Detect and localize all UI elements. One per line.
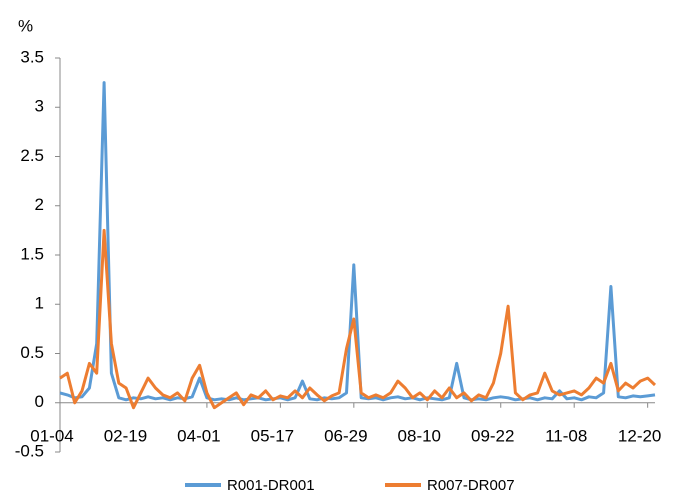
legend-label: R007-DR007 xyxy=(427,477,515,494)
series-line xyxy=(59,228,657,410)
x-tick-label: 09-22 xyxy=(471,426,514,445)
y-tick-label: 0 xyxy=(35,392,44,411)
y-tick-label: 2.5 xyxy=(20,146,44,165)
y-tick-label: 2 xyxy=(35,195,44,214)
y-axis-label: % xyxy=(18,16,33,35)
x-tick-label: 02-19 xyxy=(104,426,147,445)
legend-label: R001-DR001 xyxy=(227,477,315,494)
y-tick-label: 1 xyxy=(35,294,44,313)
series-line xyxy=(59,81,656,402)
y-tick-label: 3 xyxy=(35,97,44,116)
y-tick-label: -0.5 xyxy=(15,441,44,460)
x-tick-label: 06-29 xyxy=(324,426,367,445)
x-tick-label: 12-20 xyxy=(618,426,661,445)
y-tick-label: 0.5 xyxy=(20,343,44,362)
x-tick-label: 01-04 xyxy=(30,426,73,445)
x-tick-label: 05-17 xyxy=(251,426,294,445)
x-tick-label: 04-01 xyxy=(177,426,220,445)
x-tick-label: 08-10 xyxy=(398,426,441,445)
y-tick-label: 1.5 xyxy=(20,244,44,263)
y-tick-label: 3.5 xyxy=(20,47,44,66)
x-tick-label: 11-08 xyxy=(545,426,587,445)
